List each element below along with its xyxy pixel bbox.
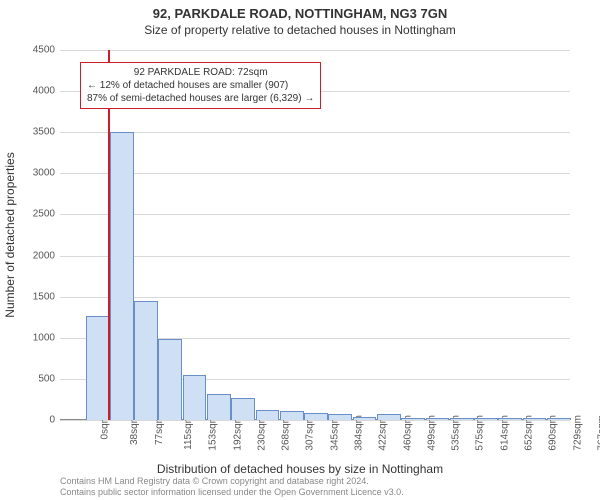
bar — [304, 413, 328, 420]
bar — [353, 417, 377, 420]
reference-box-line1: 92 PARKDALE ROAD: 72sqm — [87, 66, 314, 79]
x-tick-label: 153sqm — [208, 415, 219, 451]
gridline — [60, 173, 570, 174]
bar — [328, 414, 352, 420]
bar — [450, 418, 474, 420]
bar — [134, 301, 158, 420]
reference-box-line2: ← 12% of detached houses are smaller (90… — [87, 79, 314, 92]
gridline — [60, 132, 570, 133]
bar — [401, 418, 425, 420]
x-axis-title: Distribution of detached houses by size … — [0, 462, 600, 476]
y-axis-title: Number of detached properties — [3, 152, 17, 317]
x-tick-label: 690sqm — [548, 415, 559, 451]
x-tick-label: 192sqm — [232, 415, 243, 451]
bar — [207, 394, 231, 420]
chart-container: 92, PARKDALE ROAD, NOTTINGHAM, NG3 7GN S… — [0, 0, 600, 500]
x-tick-label: 422sqm — [378, 415, 389, 451]
y-tick-label: 4000 — [20, 86, 55, 97]
bar — [280, 411, 304, 420]
y-tick-label: 2000 — [20, 250, 55, 261]
x-tick-label: 575sqm — [475, 415, 486, 451]
x-tick-label: 268sqm — [281, 415, 292, 451]
chart-subtitle: Size of property relative to detached ho… — [0, 21, 600, 37]
y-tick-label: 3500 — [20, 127, 55, 138]
reference-box: 92 PARKDALE ROAD: 72sqm← 12% of detached… — [80, 62, 321, 109]
footer-line-1: Contains HM Land Registry data © Crown c… — [60, 476, 404, 487]
y-tick-label: 4500 — [20, 45, 55, 56]
gridline — [60, 297, 570, 298]
footer-text: Contains HM Land Registry data © Crown c… — [60, 476, 404, 498]
footer-line-2: Contains public sector information licen… — [60, 487, 404, 498]
chart-title: 92, PARKDALE ROAD, NOTTINGHAM, NG3 7GN — [0, 0, 600, 21]
x-tick-label: 499sqm — [426, 415, 437, 451]
bar — [86, 316, 110, 420]
x-tick-label: 535sqm — [451, 415, 462, 451]
y-tick-label: 1500 — [20, 291, 55, 302]
x-tick-label: 729sqm — [572, 415, 583, 451]
bar — [426, 418, 450, 420]
y-tick-label: 1000 — [20, 332, 55, 343]
y-tick-label: 2500 — [20, 209, 55, 220]
bar — [158, 339, 182, 420]
x-tick-label: 307sqm — [305, 415, 316, 451]
x-tick-label: 115sqm — [183, 415, 194, 450]
bar — [231, 398, 255, 420]
bar — [523, 418, 547, 420]
bar — [110, 132, 134, 420]
gridline — [60, 50, 570, 51]
plot-area: 0500100015002000250030003500400045000sqm… — [60, 50, 570, 420]
x-tick-label: 652sqm — [524, 415, 535, 451]
reference-box-line3: 87% of semi-detached houses are larger (… — [87, 92, 314, 105]
bar — [498, 418, 522, 420]
y-tick-label: 0 — [20, 415, 55, 426]
bar — [256, 410, 280, 420]
x-tick-label: 345sqm — [329, 415, 340, 451]
bar — [183, 375, 207, 420]
y-tick-label: 3000 — [20, 168, 55, 179]
y-tick-label: 500 — [20, 373, 55, 384]
bar — [474, 418, 498, 420]
x-tick-label: 460sqm — [402, 415, 413, 451]
bar — [547, 418, 571, 420]
x-tick-label: 384sqm — [354, 415, 365, 451]
x-tick-label: 230sqm — [256, 415, 267, 451]
gridline — [60, 214, 570, 215]
gridline — [60, 256, 570, 257]
bar — [377, 414, 401, 420]
x-tick-label: 767sqm — [596, 415, 600, 451]
x-tick-label: 614sqm — [499, 415, 510, 451]
